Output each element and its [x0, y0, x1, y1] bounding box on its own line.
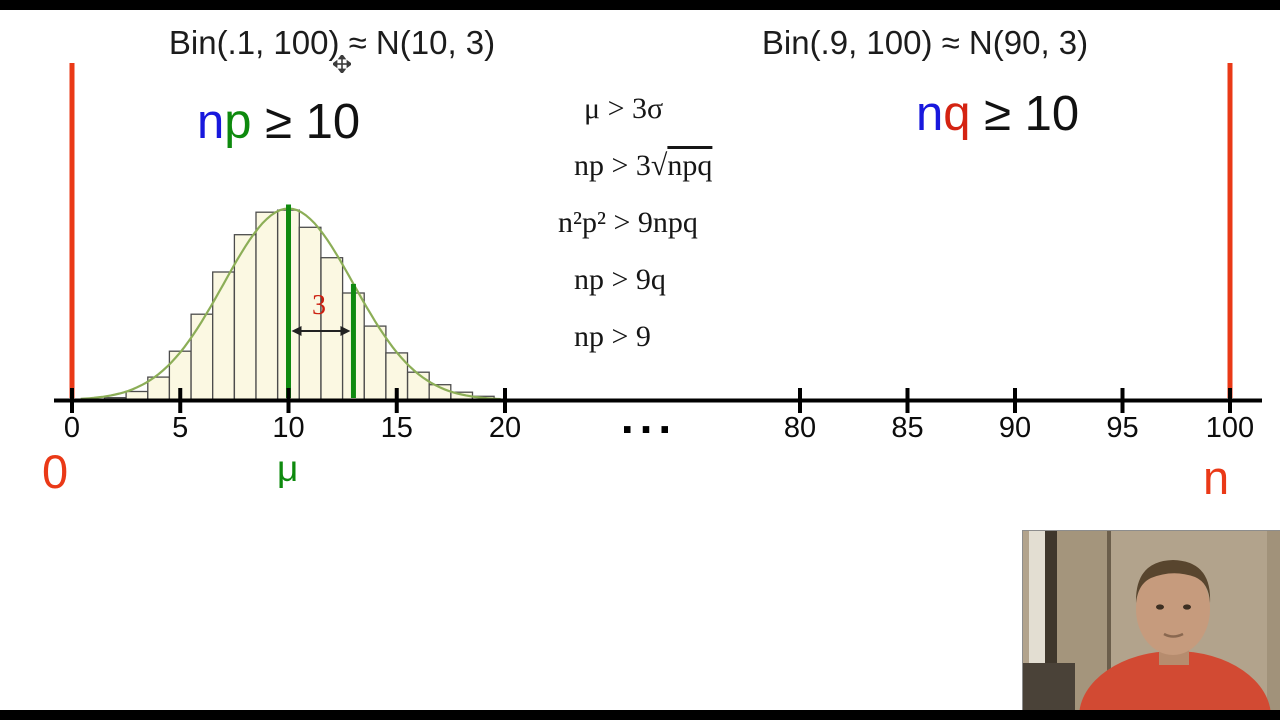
- presenter-mouth: [1163, 632, 1184, 638]
- webcam-overlay: [1022, 530, 1280, 711]
- radical-sign: √: [650, 149, 668, 182]
- derivation-steps: μ > 3σ np > 3√npq n²p² > 9npq np > 9q np…: [558, 92, 712, 377]
- furniture: [1023, 663, 1075, 711]
- np-condition: np ≥ 10: [197, 94, 360, 150]
- nq-threshold: ≥ 10: [970, 87, 1080, 141]
- derivation-line-4: np > 9q: [574, 263, 666, 296]
- derivation-line-2-prefix: np > 3: [574, 149, 651, 182]
- n-label: n: [1203, 451, 1230, 504]
- presenter-shirt: [1079, 651, 1271, 711]
- derivation-line-5: np > 9: [574, 320, 651, 353]
- derivation-line-3: n²p² > 9npq: [558, 206, 698, 239]
- sigma-distance-label: 3: [312, 290, 326, 321]
- np-p: p: [224, 95, 252, 149]
- nq-condition: nq ≥ 10: [916, 86, 1079, 142]
- np-n: n: [197, 95, 225, 149]
- np-threshold: ≥ 10: [251, 95, 361, 149]
- origin-label: 0: [42, 445, 69, 498]
- radicand: npq: [667, 149, 713, 182]
- axis-break-ellipsis: ...: [620, 391, 678, 443]
- letterbox-bottom: [0, 710, 1280, 720]
- left-approximation-title: Bin(.1, 100) ≈ N(10, 3): [168, 24, 496, 61]
- move-cursor-icon: [331, 53, 353, 78]
- nq-n: n: [916, 87, 944, 141]
- presenter-head: [1136, 563, 1210, 655]
- derivation-line-2: np > 3√npq: [558, 149, 712, 183]
- mu-label: μ: [277, 448, 299, 489]
- right-approximation-title: Bin(.9, 100) ≈ N(90, 3): [761, 24, 1089, 61]
- presenter-hair: [1135, 560, 1211, 603]
- right-wall-edge: [1267, 531, 1280, 711]
- presenter-video: [1023, 531, 1280, 711]
- presenter-eye-left: [1156, 604, 1164, 610]
- presenter-eye-right: [1183, 604, 1191, 610]
- nq-q: q: [943, 87, 971, 141]
- derivation-line-1: μ > 3σ: [584, 92, 664, 125]
- letterbox-top: [0, 0, 1280, 10]
